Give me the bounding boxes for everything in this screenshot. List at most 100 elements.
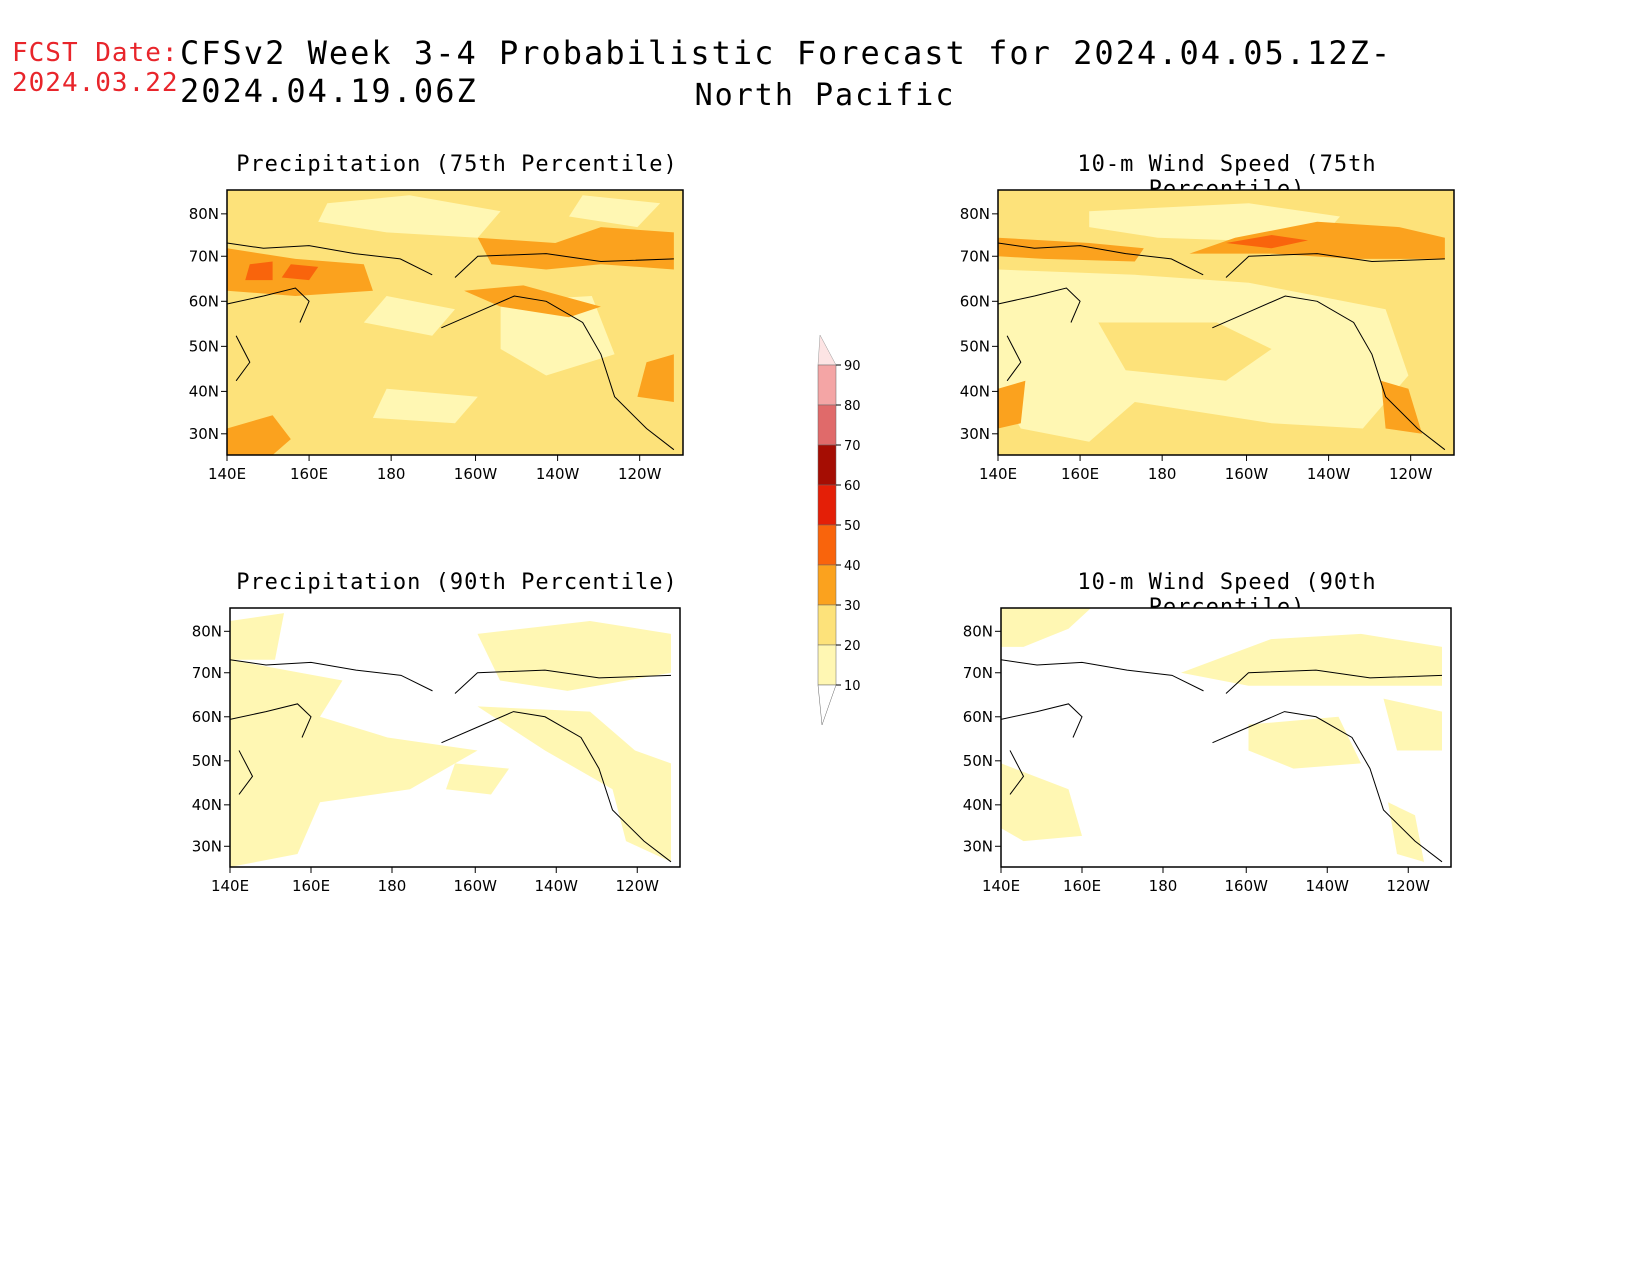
lon-tick-label: 140W xyxy=(1306,877,1350,895)
probability-contour xyxy=(227,415,291,455)
lat-tick-label: 70N xyxy=(192,664,222,682)
lon-tick-label: 140E xyxy=(982,877,1020,895)
map-plot-area xyxy=(229,607,681,868)
colorbar-swatch xyxy=(817,404,837,446)
lon-tick-label: 140E xyxy=(979,465,1017,483)
colorbar-swatch xyxy=(817,524,837,566)
map-plot-area xyxy=(1000,607,1452,868)
map-plot-area xyxy=(226,189,684,456)
coastline xyxy=(229,659,433,692)
probability-contour xyxy=(464,285,601,318)
lat-tick-label: 60N xyxy=(960,292,990,310)
map-wind90: 80N 70N 60N 50N 40N 30N 140E 160E 180 160W 140W 120… xyxy=(963,607,1452,895)
colorbar-swatch xyxy=(817,364,837,406)
probability-contour xyxy=(1381,380,1423,434)
panel-title-precip90: Precipitation (90th Percentile) xyxy=(236,570,678,595)
probability-contour xyxy=(477,227,674,270)
coastline xyxy=(229,703,312,738)
colorbar-label: 40 xyxy=(844,559,861,574)
probability-contour xyxy=(372,388,478,424)
lat-tick-label: 80N xyxy=(192,622,222,640)
lon-tick-label: 180 xyxy=(377,465,406,483)
lon-tick-label: 160W xyxy=(454,877,498,895)
coastline xyxy=(441,295,675,451)
coastline xyxy=(997,287,1081,323)
coastline xyxy=(454,669,672,694)
probability-contour xyxy=(1001,763,1082,842)
lon-tick-label: 180 xyxy=(378,877,407,895)
lon-tick-label: 140W xyxy=(535,877,579,895)
fcst-date-label: FCST Date: xyxy=(12,38,179,68)
lon-tick-label: 160E xyxy=(1061,465,1099,483)
lat-tick-label: 60N xyxy=(963,708,993,726)
map-frame xyxy=(226,189,684,456)
colorbar-swatch xyxy=(817,484,837,526)
lon-tick-label: 160E xyxy=(292,877,330,895)
colorbar-label: 90 xyxy=(844,359,861,374)
probability-contour xyxy=(1383,698,1442,751)
colorbar-swatch xyxy=(817,644,837,686)
coastline xyxy=(1009,750,1025,795)
panel-title-precip75: Precipitation (75th Percentile) xyxy=(236,152,678,177)
coastline xyxy=(997,242,1204,276)
probability-contour xyxy=(318,195,501,238)
lon-tick-label: 120W xyxy=(1387,877,1431,895)
lat-tick-label: 30N xyxy=(963,837,993,855)
colorbar-label: 20 xyxy=(844,639,861,654)
lat-tick-label: 50N xyxy=(963,752,993,770)
colorbar-label: 10 xyxy=(844,679,861,694)
colorbar-label: 80 xyxy=(844,399,861,414)
coastline xyxy=(1212,295,1446,451)
map-precip90: 80N 70N 60N 50N 40N 30N 140E 160E 180 160W 140W 120… xyxy=(192,607,681,895)
lon-tick-label: 160W xyxy=(1225,465,1269,483)
region-subtitle: North Pacific xyxy=(694,78,956,113)
lat-tick-label: 80N xyxy=(960,205,990,223)
probability-contour xyxy=(230,613,284,660)
probability-contour xyxy=(1181,633,1442,686)
probability-contour xyxy=(1001,608,1091,647)
coastline xyxy=(1212,711,1443,863)
probability-contour xyxy=(230,659,478,867)
probability-contour xyxy=(998,237,1144,262)
lat-tick-label: 30N xyxy=(189,425,219,443)
forecast-date-block: FCST Date: 2024.03.22 xyxy=(12,38,179,98)
map-plot-area xyxy=(997,189,1455,456)
probability-contour xyxy=(281,264,319,281)
colorbar-swatch xyxy=(817,444,837,486)
colorbar-swatch xyxy=(817,604,837,646)
lon-tick-label: 120W xyxy=(1389,465,1433,483)
lon-tick-label: 140E xyxy=(208,465,246,483)
map-precip75: 80N 70N 60N 50N 40N 30N 140E 160E 180 160W 140W 120… xyxy=(189,189,684,483)
lon-tick-label: 180 xyxy=(1149,877,1178,895)
page-title: CFSv2 Week 3-4 Probabilistic Forecast fo… xyxy=(180,34,1393,110)
coastline xyxy=(235,335,251,382)
lat-tick-label: 80N xyxy=(963,622,993,640)
colorbar-swatch xyxy=(817,564,837,606)
lon-tick-label: 140W xyxy=(536,465,580,483)
probability-contour xyxy=(363,296,455,336)
lat-tick-label: 80N xyxy=(189,205,219,223)
probability-contour xyxy=(637,354,674,402)
lat-tick-label: 60N xyxy=(189,292,219,310)
probability-contour xyxy=(1098,322,1272,381)
coastline xyxy=(1000,703,1083,738)
probability-contour xyxy=(245,261,273,281)
map-frame xyxy=(997,189,1455,456)
probability-contour xyxy=(1226,235,1309,249)
lat-tick-label: 40N xyxy=(189,382,219,400)
lat-tick-label: 30N xyxy=(960,425,990,443)
probability-contour xyxy=(446,763,509,795)
lon-tick-label: 160E xyxy=(1063,877,1101,895)
lat-tick-label: 50N xyxy=(192,752,222,770)
coastline xyxy=(226,287,310,323)
colorbar-label: 50 xyxy=(844,519,861,534)
lat-tick-label: 60N xyxy=(192,708,222,726)
fcst-date-value: 2024.03.22 xyxy=(12,68,179,98)
lon-tick-label: 120W xyxy=(616,877,660,895)
probability-contour xyxy=(1248,716,1361,769)
lon-tick-label: 180 xyxy=(1148,465,1177,483)
map-frame xyxy=(229,607,681,868)
lat-tick-label: 40N xyxy=(192,796,222,814)
colorbar: 10 20 30 40 50 60 70 80 90 xyxy=(817,334,861,726)
lat-tick-label: 40N xyxy=(960,382,990,400)
